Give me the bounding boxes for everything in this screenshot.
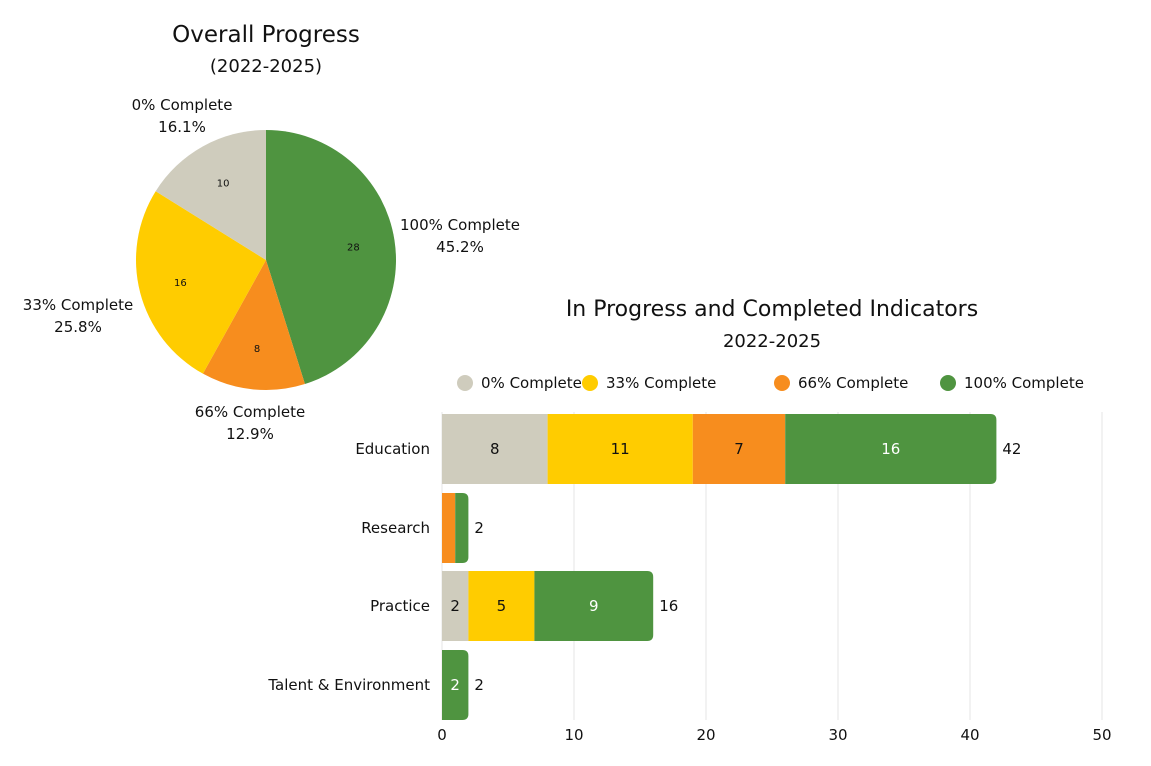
legend-swatch (582, 375, 598, 391)
bar-subtitle: 2022-2025 (723, 331, 821, 352)
segment-value-label: 9 (589, 597, 599, 615)
total-label: 16 (659, 597, 678, 615)
total-label: 42 (1002, 440, 1021, 458)
x-tick-label: 40 (960, 726, 979, 744)
segment-value-label: 11 (611, 440, 630, 458)
bar-segment (442, 571, 469, 641)
legend: 0% Complete 33% Complete 66% Complete 100% … (457, 374, 1084, 392)
bar-segment (785, 414, 997, 484)
segment-value-label: 7 (734, 440, 744, 458)
pie-category-label: 100% Complete (400, 216, 520, 234)
pie-title: Overall Progress (172, 22, 360, 48)
bar-segment (692, 414, 786, 484)
total-label: 2 (474, 519, 484, 537)
x-tick-label: 50 (1092, 726, 1111, 744)
pie-percent-label: 25.8% (54, 318, 102, 336)
bar-segment (442, 650, 469, 720)
segment-value-label: 2 (450, 597, 460, 615)
x-tick-label: 20 (696, 726, 715, 744)
pie-subtitle: (2022-2025) (210, 56, 322, 77)
pie-slice (155, 130, 266, 260)
category-label: Research (361, 519, 430, 537)
segment-value-label: 5 (497, 597, 507, 615)
legend-label: 0% Complete (481, 374, 582, 392)
bar-segment (442, 493, 456, 563)
pie-slice (202, 260, 305, 390)
legend-swatch (457, 375, 473, 391)
category-label: Practice (370, 597, 430, 615)
bar-segment (442, 414, 548, 484)
legend-swatch (774, 375, 790, 391)
pie-value-label: 28 (347, 243, 360, 254)
category-label: Education (355, 440, 430, 458)
x-tick-label: 30 (828, 726, 847, 744)
pie-value-label: 16 (174, 278, 187, 289)
segment-value-label: 8 (490, 440, 500, 458)
bar-segment (547, 414, 693, 484)
pie-category-label: 0% Complete (132, 96, 233, 114)
pie-value-label: 8 (254, 344, 260, 355)
pie-value-label: 10 (217, 179, 230, 190)
bar-segment (534, 571, 654, 641)
segment-value-label: 16 (881, 440, 900, 458)
pie-percent-label: 16.1% (158, 118, 206, 136)
legend-label: 33% Complete (606, 374, 716, 392)
category-label: Talent & Environment (267, 676, 430, 694)
x-tick-label: 0 (437, 726, 447, 744)
pie-slice (266, 130, 397, 385)
x-tick-label: 10 (564, 726, 583, 744)
pie-category-label: 33% Complete (23, 296, 133, 314)
legend-label: 100% Complete (964, 374, 1084, 392)
pie-category-label: 66% Complete (195, 403, 305, 421)
bar-segment (455, 493, 469, 563)
segment-value-label: 2 (450, 676, 460, 694)
total-label: 2 (474, 676, 484, 694)
bar-title: In Progress and Completed Indicators (566, 297, 978, 322)
pie-percent-label: 45.2% (436, 238, 484, 256)
pie-percent-label: 12.9% (226, 425, 274, 443)
bar-segment (468, 571, 535, 641)
legend-swatch (940, 375, 956, 391)
pie-slice (135, 191, 266, 374)
legend-label: 66% Complete (798, 374, 908, 392)
bar-chart: 0 10 20 30 40 50 Education 8 11 7 16 42 Research 2 Pra… (267, 412, 1112, 744)
